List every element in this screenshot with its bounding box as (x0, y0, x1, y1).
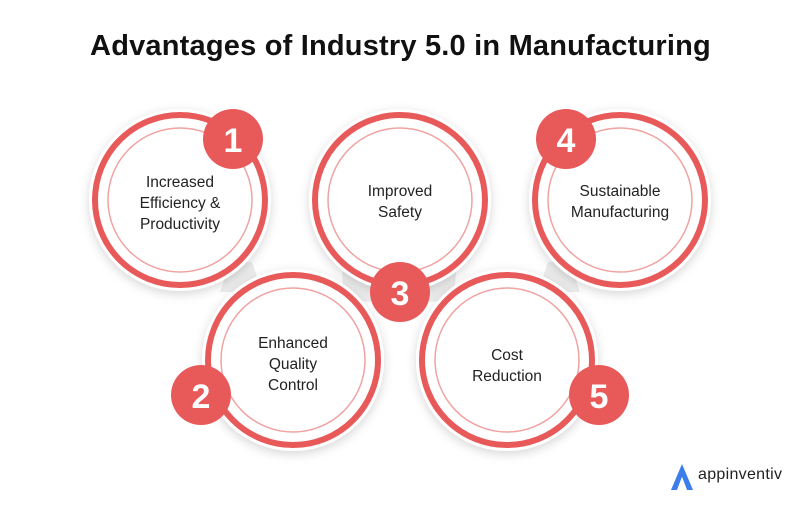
circle-item-2 (202, 269, 384, 451)
item-3-label: Improved Safety (338, 181, 462, 223)
number-5: 5 (590, 378, 609, 416)
number-badge-2: 2 (171, 365, 231, 425)
item-2-label-line-1: Enhanced (258, 335, 328, 352)
number-badge-5: 5 (569, 365, 629, 425)
item-5-label-line-1: Cost (491, 347, 523, 364)
number-badge-4: 4 (536, 109, 596, 169)
item-1-label-line-1: Increased (145, 174, 215, 191)
item-2-label-line-2: Quality (268, 356, 318, 373)
item-2-label: Enhanced Quality Control (231, 333, 355, 396)
number-1: 1 (224, 122, 243, 160)
logo-text: appinventiv (698, 466, 783, 483)
appinventiv-logo-icon (671, 464, 693, 490)
item-5-label: Cost Reduction (445, 345, 569, 387)
item-4-label-line-1: Sustainable (579, 183, 661, 200)
item-4-label-line-2: Manufacturing (570, 204, 670, 221)
item-3-label-line-2: Safety (378, 204, 422, 221)
item-3-label-line-1: Improved (367, 183, 433, 200)
number-badge-1: 1 (203, 109, 263, 169)
number-4: 4 (557, 122, 576, 160)
number-3: 3 (391, 275, 410, 313)
circle-item-5 (416, 269, 598, 451)
item-1-label-line-2: Efficiency & (139, 195, 221, 212)
item-2-label-line-3: Control (268, 377, 318, 394)
item-5-label-line-2: Reduction (472, 368, 542, 385)
page-title: Advantages of Industry 5.0 in Manufactur… (90, 30, 711, 62)
item-1-label-line-3: Productivity (139, 216, 221, 233)
item-4-label: Sustainable Manufacturing (558, 181, 682, 223)
item-1-label: Increased Efficiency & Productivity (118, 172, 242, 235)
number-2: 2 (192, 378, 211, 416)
number-badge-3: 3 (370, 262, 430, 322)
